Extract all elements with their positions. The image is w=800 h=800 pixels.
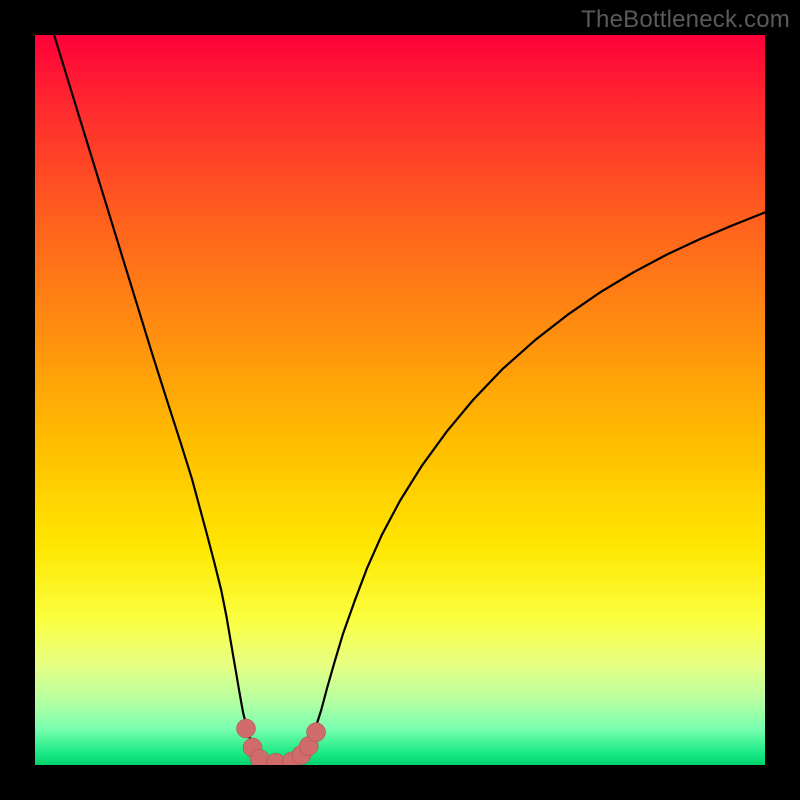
gradient-background [35,35,765,765]
plot-area [35,35,765,765]
watermark-text: TheBottleneck.com [581,6,790,34]
chart-frame: TheBottleneck.com [0,0,800,800]
curve-marker [236,719,255,738]
curve-marker [307,723,326,742]
bottleneck-curve-chart [35,35,765,765]
